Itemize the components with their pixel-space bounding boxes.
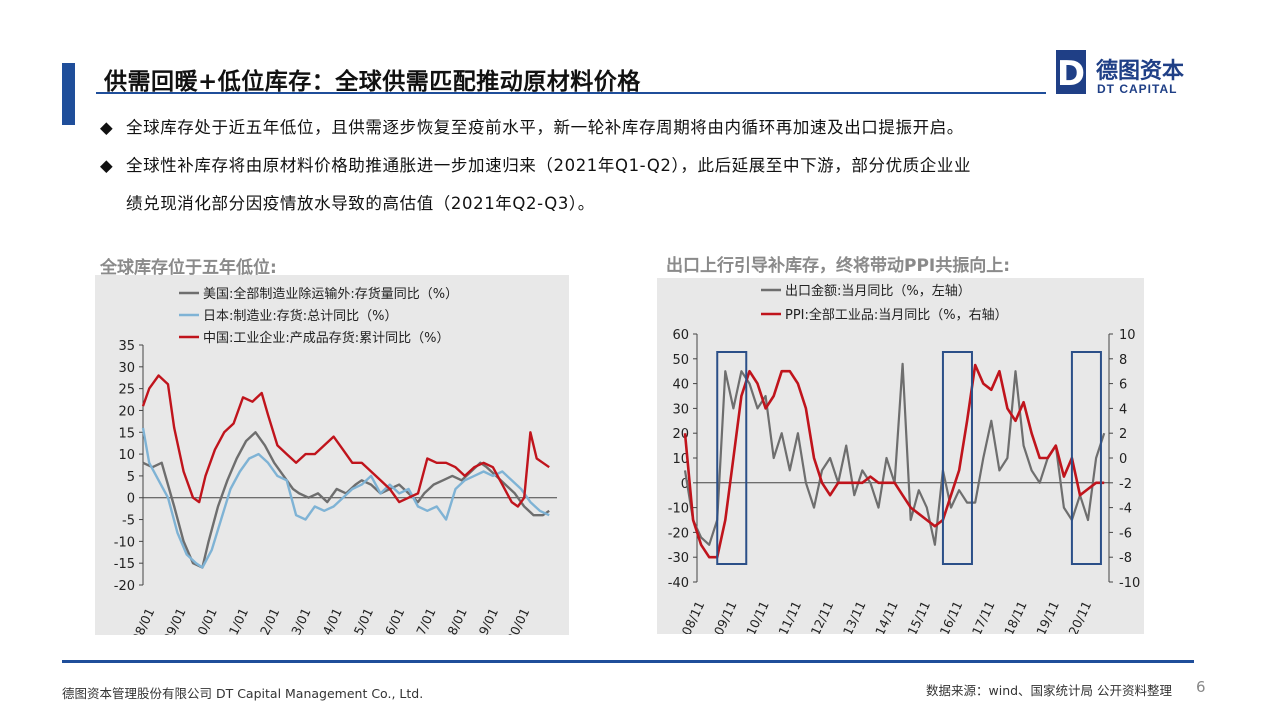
- diamond-bullet-icon: ◆: [100, 156, 114, 175]
- series-line-3: [141, 374, 550, 508]
- left-tick-label: -40: [668, 576, 689, 591]
- y-tick-label: 35: [118, 339, 135, 354]
- y-tick-label: 20: [118, 404, 135, 419]
- chart-2-export-ppi: 6050403020100-10-20-30-401086420-2-4-6-8…: [657, 278, 1144, 634]
- highlight-box-1: [716, 351, 748, 565]
- bullet-1: ◆ 全球库存处于近五年低位，且供需逐步恢复至疫前水平，新一轮补库存周期将由内循环再…: [100, 114, 964, 138]
- series-line-2: [141, 427, 550, 569]
- page-title: 供需回暖+低位库存：全球供需匹配推动原材料价格: [104, 69, 641, 95]
- left-tick-label: 50: [672, 353, 689, 368]
- footer-company: 德图资本管理股份有限公司 DT Capital Management Co., …: [62, 686, 424, 701]
- left-tick-label: -20: [668, 526, 689, 541]
- right-tick-label: 8: [1119, 353, 1127, 368]
- bullet-2: ◆ 全球性补库存将由原材料价格助推通胀进一步加速归来（2021年Q1-Q2），此后…: [100, 152, 971, 176]
- y-tick-label: 0: [127, 492, 135, 507]
- left-tick-label: -10: [668, 502, 689, 517]
- right-tick-label: -2: [1119, 477, 1132, 492]
- legend-label: 中国:工业企业:产成品存货:累计同比（%）: [203, 330, 450, 346]
- right-tick-label: 6: [1119, 378, 1127, 393]
- logo-letter: D: [1057, 54, 1085, 94]
- footer-source: 数据来源：wind、国家统计局 公开资料整理: [926, 683, 1173, 698]
- y-tick-label: 5: [127, 470, 135, 485]
- left-tick-label: 60: [672, 328, 689, 343]
- legend-label: 出口金额:当月同比（%，左轴）: [785, 283, 971, 299]
- y-tick-label: 25: [118, 383, 135, 398]
- legend-label: 日本:制造业:存货:总计同比（%）: [203, 308, 398, 324]
- diamond-bullet-icon: ◆: [100, 118, 114, 137]
- right-tick-label: 4: [1119, 402, 1127, 417]
- y-tick-label: 15: [118, 426, 135, 441]
- y-tick-label: -5: [122, 514, 135, 529]
- right-tick-label: -4: [1119, 502, 1132, 517]
- title-underline: [96, 92, 1046, 94]
- logo-english-name: DT CAPITAL: [1097, 82, 1178, 96]
- title-accent-bar: [62, 63, 75, 125]
- y-tick-label: 30: [118, 361, 135, 376]
- right-tick-label: 10: [1119, 328, 1136, 343]
- highlight-box-3: [1070, 351, 1102, 565]
- right-tick-label: 2: [1119, 427, 1127, 442]
- series-line-2: [683, 363, 1105, 559]
- bullet-2-text-line-2: 绩兑现消化部分因疫情放水导致的高估值（2021年Q2-Q3）。: [126, 194, 595, 213]
- left-tick-label: 10: [672, 452, 689, 467]
- right-tick-label: -10: [1119, 576, 1140, 591]
- y-tick-label: -10: [114, 535, 135, 550]
- bullet-2-text-line-1: 全球性补库存将由原材料价格助推通胀进一步加速归来（2021年Q1-Q2），此后延…: [126, 156, 972, 175]
- legend-label: PPI:全部工业品:当月同比（%，右轴）: [785, 307, 1008, 323]
- left-tick-label: 0: [681, 477, 689, 492]
- chart-1-background: [95, 275, 569, 635]
- chart-2-background: [657, 278, 1144, 634]
- bullet-1-text: 全球库存处于近五年低位，且供需逐步恢复至疫前水平，新一轮补库存周期将由内循环再加…: [126, 118, 964, 137]
- dt-logo-icon: D: [1056, 50, 1086, 94]
- right-tick-label: -8: [1119, 551, 1132, 566]
- highlight-box-2: [941, 351, 973, 565]
- y-tick-label: -15: [114, 557, 135, 572]
- left-tick-label: 30: [672, 402, 689, 417]
- logo-chinese-name: 德图资本: [1096, 59, 1185, 84]
- chart-1-title: 全球库存位于五年低位:: [100, 258, 277, 278]
- chart-2-title: 出口上行引导补库存，终将带动PPI共振向上:: [666, 256, 1011, 276]
- left-tick-label: 40: [672, 378, 689, 393]
- footer-rule: [62, 660, 1194, 663]
- legend-label: 美国:全部制造业除运输外:存货量同比（%）: [203, 286, 458, 302]
- y-tick-label: 10: [118, 448, 135, 463]
- y-tick-label: -20: [114, 579, 135, 594]
- left-tick-label: -30: [668, 551, 689, 566]
- page-number: 6: [1196, 678, 1206, 696]
- right-tick-label: 0: [1119, 452, 1127, 467]
- bullet-2-continuation: 绩兑现消化部分因疫情放水导致的高估值（2021年Q2-Q3）。: [126, 190, 595, 214]
- right-tick-label: -6: [1119, 526, 1132, 541]
